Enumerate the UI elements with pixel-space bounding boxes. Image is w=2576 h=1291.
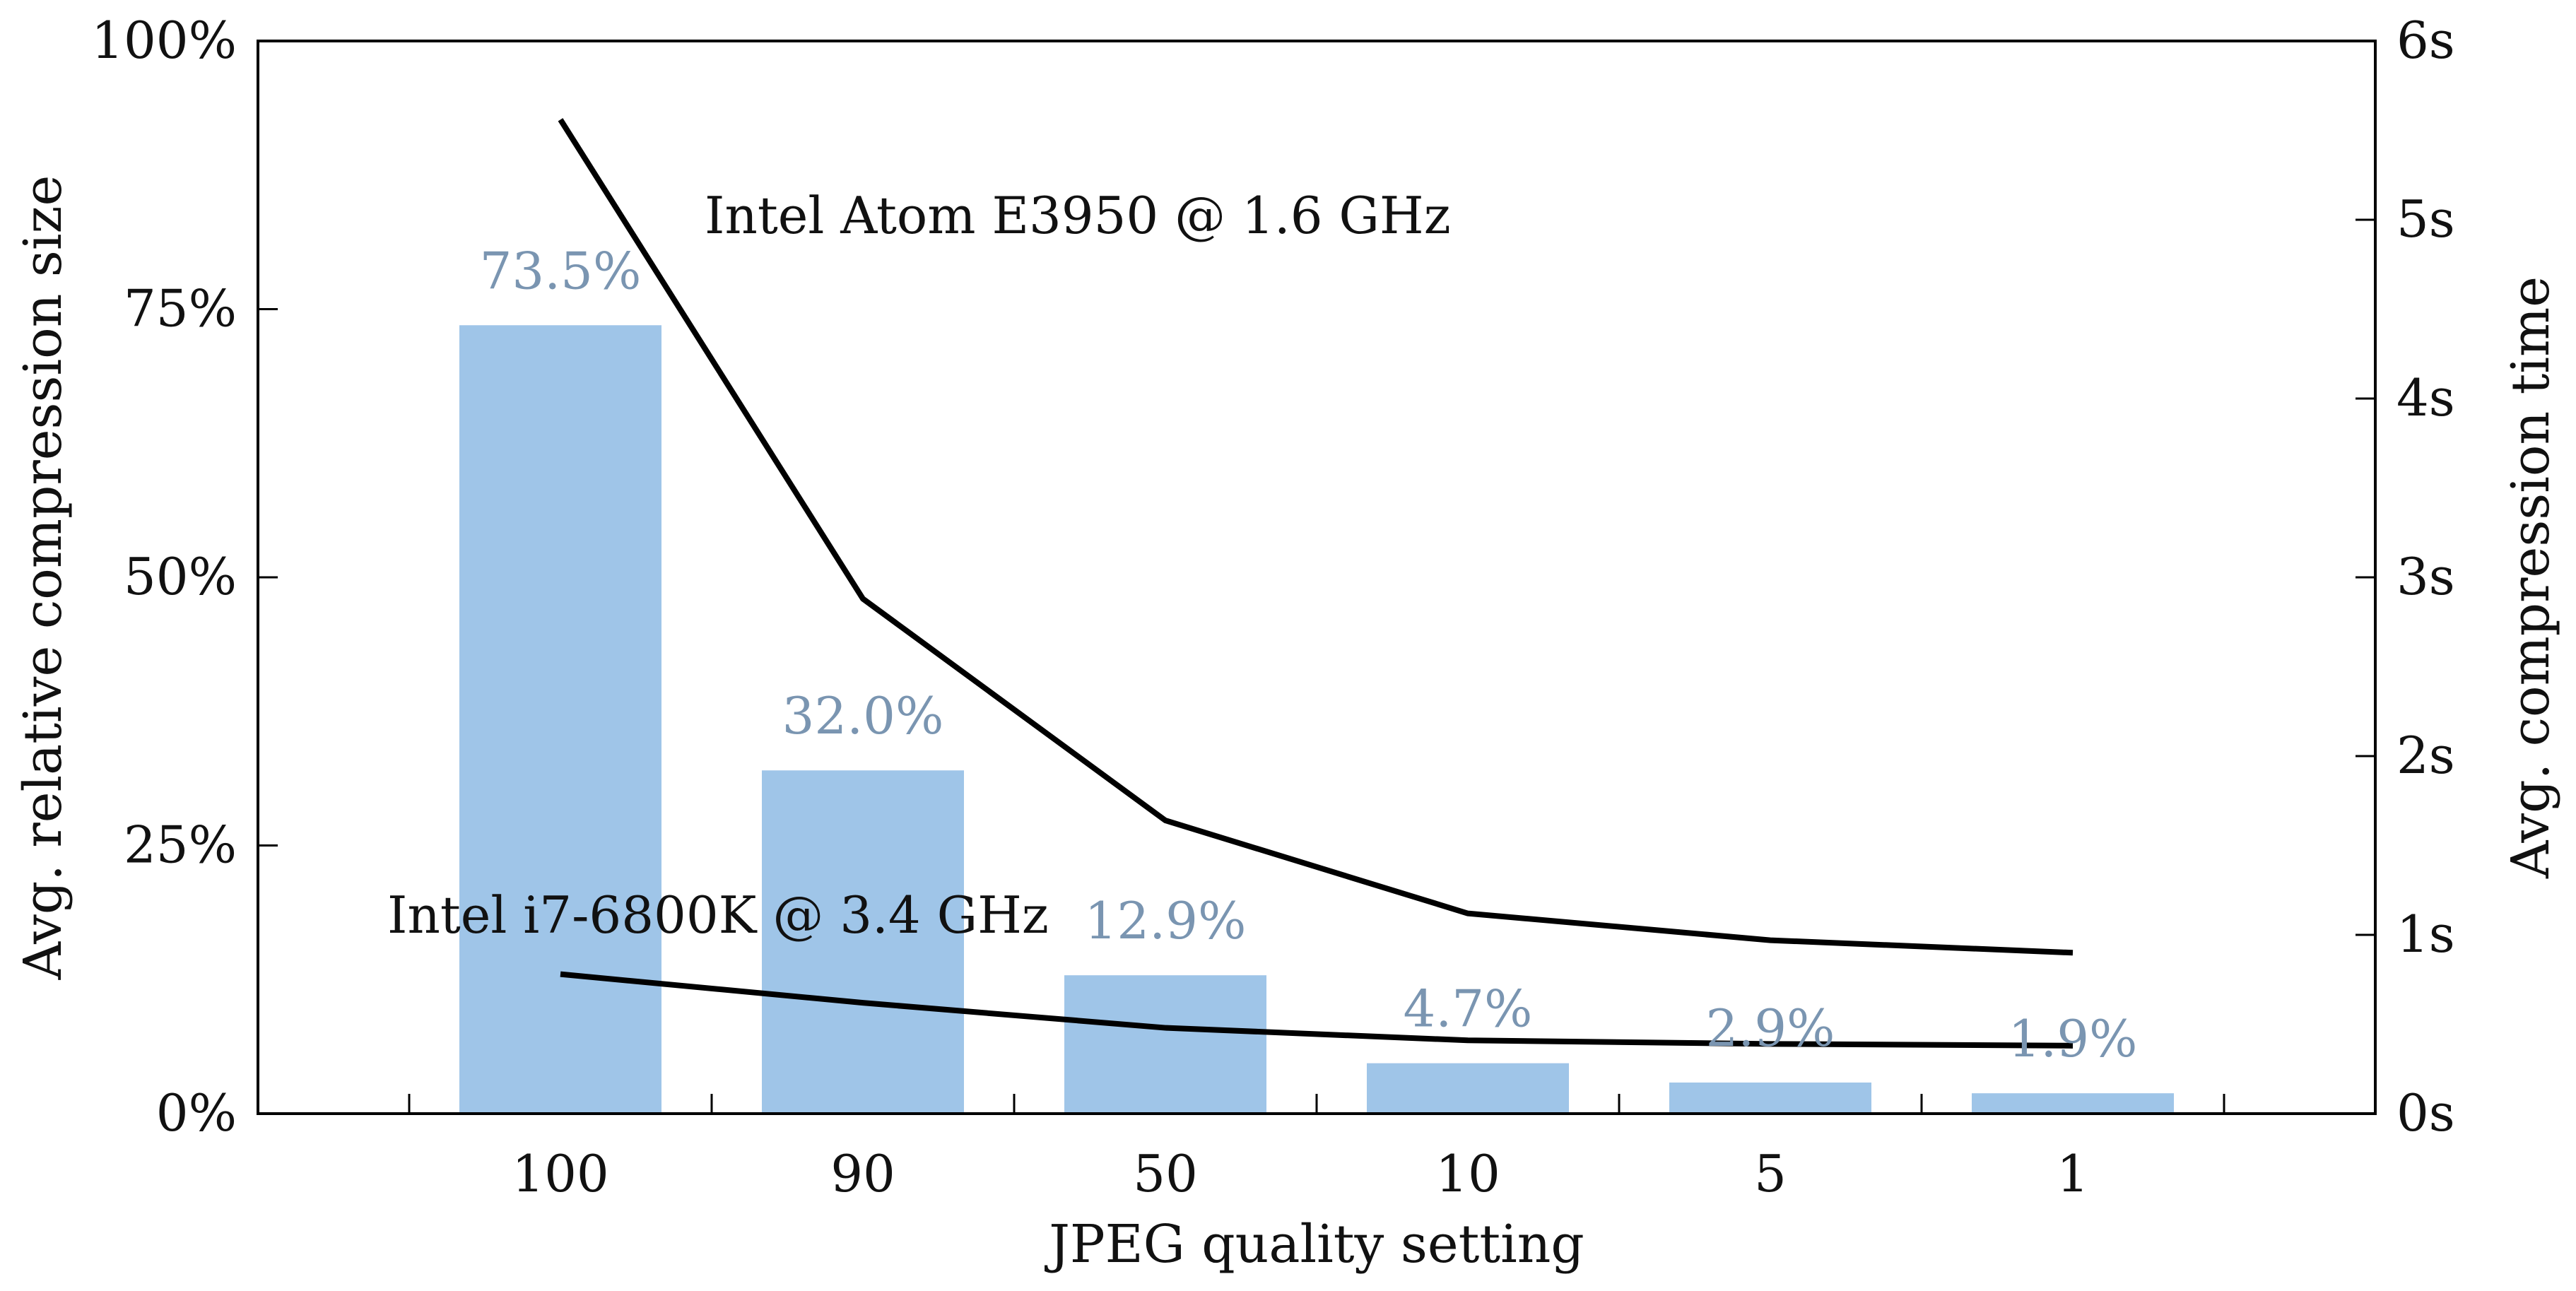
- x-tick-label: 1: [2057, 1144, 2089, 1203]
- x-tick-label: 100: [512, 1144, 608, 1203]
- y-right-tick-label: 5s: [2396, 189, 2455, 249]
- y-axis-left-title: Avg. relative compression size: [13, 175, 73, 981]
- bar-value-label: 1.9%: [2009, 1009, 2138, 1068]
- bar-value-label: 4.7%: [1404, 979, 1533, 1039]
- y-right-tick-label: 0s: [2396, 1083, 2455, 1143]
- x-tick-label: 90: [830, 1144, 895, 1203]
- bar-value-label: 2.9%: [1706, 998, 1835, 1058]
- y-right-tick-label: 3s: [2396, 547, 2455, 606]
- x-tick-label: 5: [1754, 1144, 1787, 1203]
- bar-90: [762, 770, 964, 1114]
- x-tick-label: 50: [1133, 1144, 1198, 1203]
- series-line-0: [558, 118, 2074, 956]
- y-right-tick-label: 1s: [2396, 904, 2455, 964]
- bar-value-label: 32.0%: [782, 686, 944, 745]
- y-right-tick-label: 6s: [2396, 11, 2455, 70]
- ticks-layer: [258, 40, 2375, 1115]
- bar-value-label: 12.9%: [1085, 891, 1247, 950]
- bar-50: [1064, 975, 1266, 1114]
- labels-layer: 73.5% 32.0% 12.9% 4.7% 2.9% 1.9% 100 90 50 10 5 1 0%…: [91, 11, 2455, 1203]
- lines-layer: [558, 118, 2074, 1049]
- x-tick-label: 10: [1435, 1144, 1500, 1203]
- series-line-1: [560, 971, 2074, 1049]
- y-right-tick-label: 4s: [2396, 368, 2455, 428]
- y-left-tick-label: 0%: [156, 1083, 237, 1143]
- bar-5: [1669, 1082, 1871, 1114]
- bar-value-label: 73.5%: [480, 241, 642, 300]
- y-right-tick-label: 2s: [2396, 726, 2455, 785]
- series-label-i7: Intel i7-6800K @ 3.4 GHz: [387, 885, 1049, 945]
- series-label-atom: Intel Atom E3950 @ 1.6 GHz: [705, 186, 1451, 245]
- y-axis-right-title: Avg. compression time: [2500, 276, 2561, 879]
- bar-10: [1367, 1063, 1569, 1114]
- x-axis-title: JPEG quality setting: [1044, 1214, 1584, 1275]
- y-left-tick-label: 75%: [124, 279, 237, 338]
- bar-1: [1972, 1093, 2174, 1114]
- bar-100: [459, 325, 661, 1114]
- y-left-tick-label: 25%: [124, 815, 237, 875]
- y-left-tick-label: 50%: [124, 547, 237, 606]
- y-left-tick-label: 100%: [91, 11, 237, 70]
- bars-layer: [459, 325, 2174, 1114]
